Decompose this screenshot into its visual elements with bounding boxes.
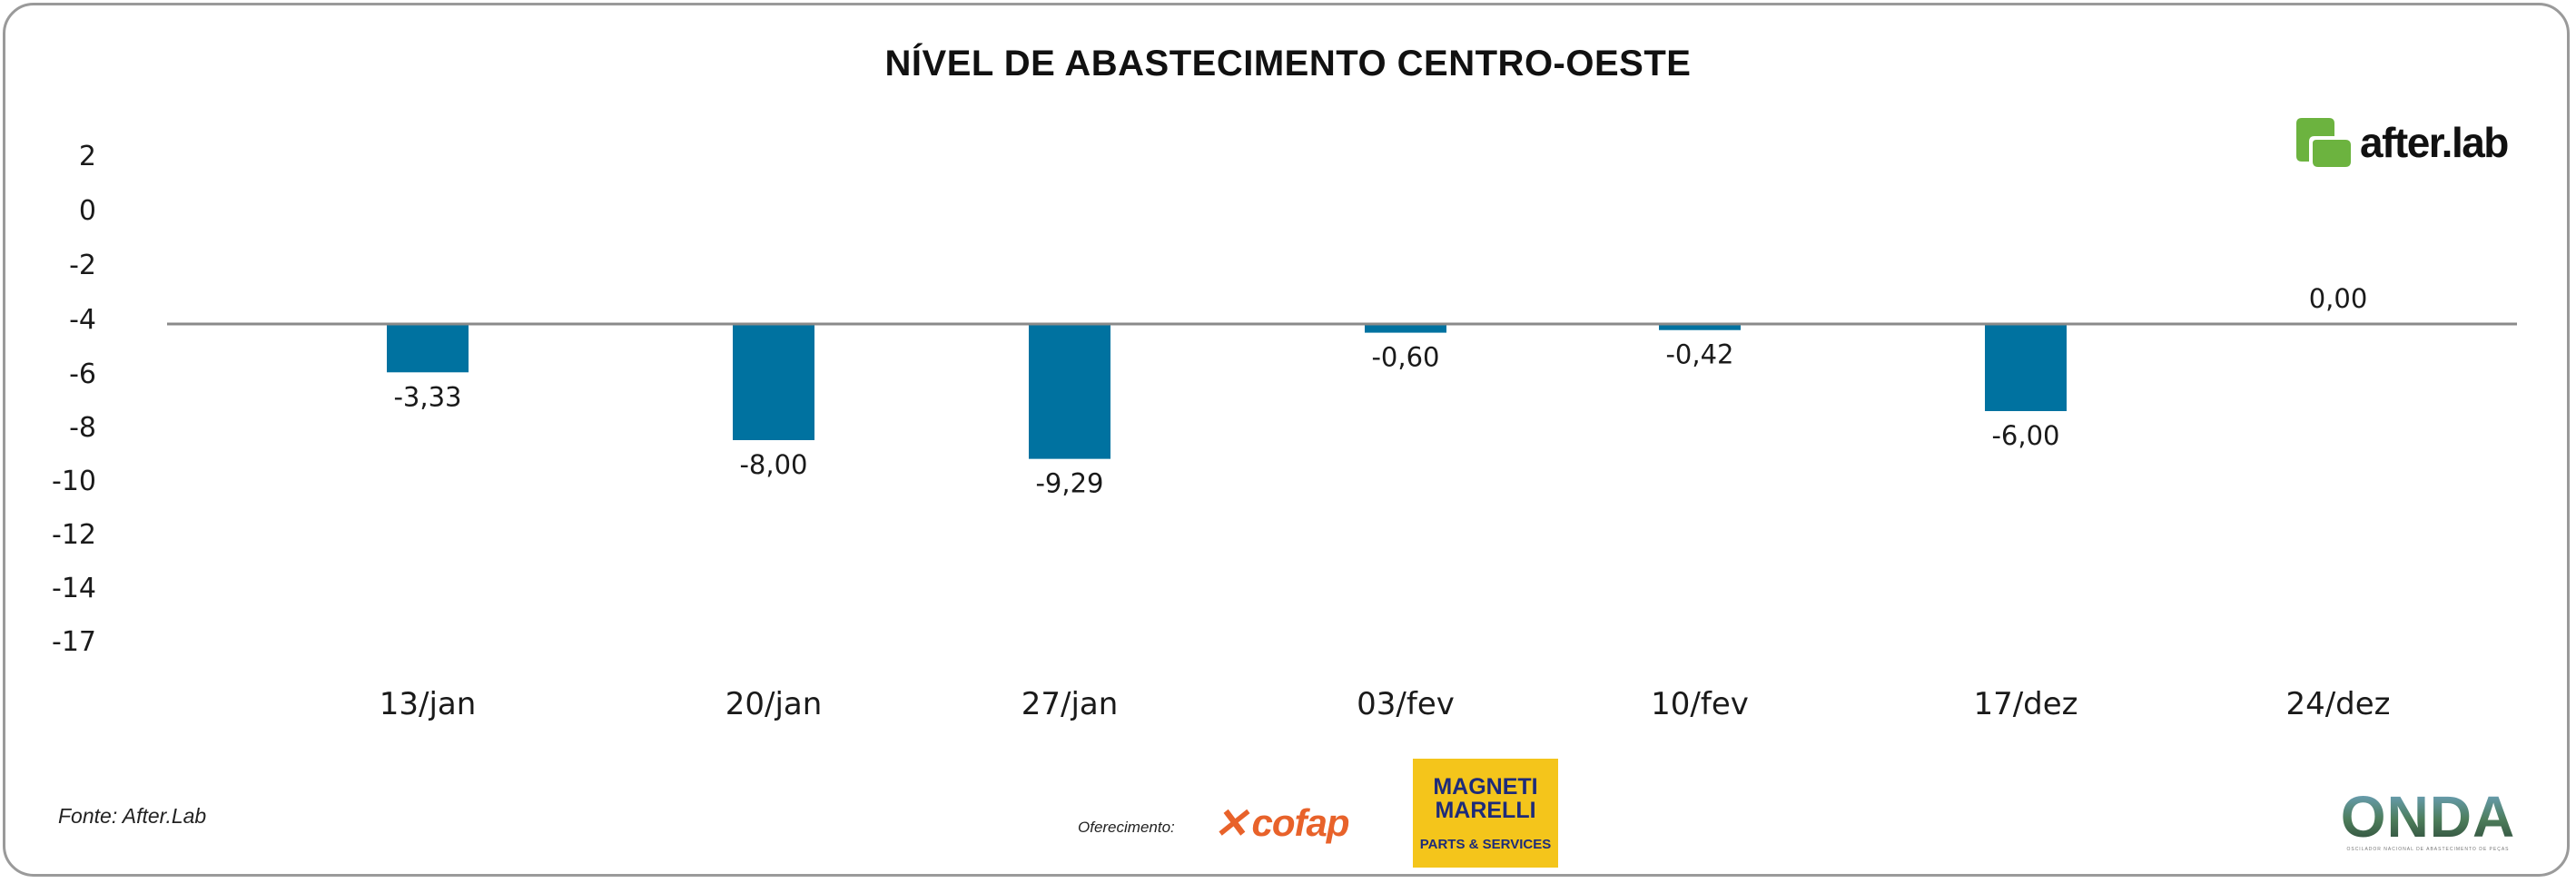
x-tick-label: 17/dez: [1973, 686, 2078, 722]
chart-title: NÍVEL DE ABASTECIMENTO CENTRO-OESTE: [884, 44, 1692, 83]
data-label: -9,29: [1035, 468, 1103, 499]
x-tick-label: 27/jan: [1022, 686, 1119, 722]
magneti-line1: MAGNETI: [1433, 773, 1538, 800]
data-label: -3,33: [393, 381, 461, 412]
offer-label: Oferecimento:: [1078, 819, 1175, 836]
x-tick-label: 10/fev: [1651, 686, 1749, 722]
bar: [1029, 324, 1110, 459]
afterlab-wordmark: after.lab: [2360, 119, 2509, 166]
y-tick-label: -4: [69, 304, 96, 336]
x-tick-label: 13/jan: [380, 686, 477, 722]
y-tick-label: -2: [69, 250, 96, 281]
cofap-wordmark: cofap: [1251, 801, 1350, 844]
bar: [1985, 324, 2067, 411]
y-tick-label: -10: [52, 466, 96, 497]
x-tick-label: 24/dez: [2285, 686, 2390, 722]
y-tick-label: -6: [69, 358, 96, 390]
data-label: -6,00: [1991, 420, 2059, 451]
chart-frame: [3, 3, 2570, 877]
bar: [1659, 324, 1741, 330]
bar: [387, 324, 469, 373]
bar: [1365, 324, 1446, 333]
onda-tagline: OSCILADOR NACIONAL DE ABASTECIMENTO DE P…: [2346, 847, 2510, 852]
data-label: -0,42: [1665, 339, 1733, 370]
data-labels: -3,33 -8,00 -9,29 -0,60 -0,42 -6,00 0,00: [393, 283, 2367, 499]
magneti-subtitle: PARTS & SERVICES: [1419, 836, 1552, 852]
y-tick-label: -17: [52, 626, 96, 658]
cofap-logo: ✕ cofap: [1213, 799, 1350, 848]
y-tick-label: 0: [79, 195, 96, 227]
y-axis-ticks: 2 0 -2 -4 -6 -8 -10 -12 -14 -17: [52, 141, 96, 658]
bars-group: [387, 324, 2067, 459]
onda-logo: ONDA OSCILADOR NACIONAL DE ABASTECIMENTO…: [2337, 788, 2519, 852]
onda-wordmark: ONDA: [2337, 788, 2519, 846]
magneti-marelli-logo: MAGNETI MARELLI PARTS & SERVICES: [1413, 759, 1558, 868]
magneti-line2: MARELLI: [1435, 797, 1536, 823]
data-label: 0,00: [2309, 283, 2368, 314]
x-tick-label: 20/jan: [725, 686, 823, 722]
source-note: Fonte: After.Lab: [58, 804, 207, 828]
afterlab-leaf-icon: [2293, 116, 2353, 169]
x-axis-ticks: 13/jan 20/jan 27/jan 03/fev 10/fev 17/dez 24/d…: [380, 686, 2391, 722]
data-label: -8,00: [739, 449, 807, 480]
y-tick-label: -12: [52, 519, 96, 551]
afterlab-logo: after.lab: [2293, 114, 2509, 171]
y-tick-label: -8: [69, 412, 96, 444]
cofap-x-icon: ✕: [1213, 800, 1249, 847]
x-tick-label: 03/fev: [1357, 686, 1455, 722]
data-label: -0,60: [1371, 342, 1439, 373]
y-tick-label: 2: [79, 141, 96, 172]
bar: [733, 324, 814, 440]
y-tick-label: -14: [52, 573, 96, 604]
